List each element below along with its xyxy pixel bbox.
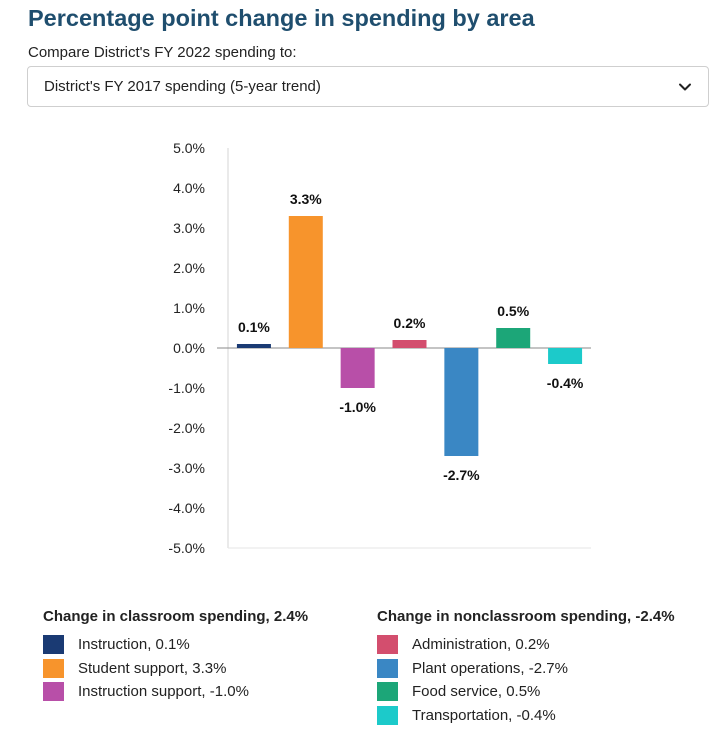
- y-tick-label: -1.0%: [168, 380, 205, 396]
- legend-classroom-heading: Change in classroom spending, 2.4%: [43, 608, 309, 625]
- y-tick-label: 3.0%: [173, 220, 205, 236]
- legend-swatch: [377, 705, 398, 725]
- bar-chart: 5.0% 4.0% 3.0% 2.0% 1.0% 0.0% -1.0% -2.0% -3.0% -…: [168, 140, 591, 556]
- bar-administration: [392, 340, 427, 348]
- y-tick-label: -4.0%: [168, 500, 205, 516]
- legend-item-label: Instruction support, -1.0%: [78, 683, 249, 701]
- legend-swatch: [43, 635, 64, 655]
- legend-classroom: Change in classroom spending, 2.4% Instr…: [43, 608, 308, 704]
- legend-item: Administration, 0.2%: [377, 633, 675, 657]
- legend-item-label: Administration, 0.2%: [412, 636, 550, 654]
- comparison-select[interactable]: District's FY 2017 spending (5-year tren…: [27, 66, 709, 107]
- data-label: 0.1%: [238, 319, 270, 335]
- legend-item-label: Food service, 0.5%: [412, 683, 541, 701]
- y-tick-label: 4.0%: [173, 180, 205, 196]
- chevron-down-icon: [679, 83, 691, 91]
- compare-label: Compare District's FY 2022 spending to:: [28, 44, 297, 61]
- data-label: 3.3%: [290, 191, 322, 207]
- data-label: -1.0%: [339, 399, 376, 415]
- legend-item-label: Transportation, -0.4%: [412, 706, 556, 724]
- data-label: -2.7%: [443, 467, 480, 483]
- data-label: -0.4%: [547, 375, 584, 391]
- legend-item-label: Student support, 3.3%: [78, 659, 227, 677]
- page-title: Percentage point change in spending by a…: [28, 5, 535, 31]
- comparison-select-value: District's FY 2017 spending (5-year tren…: [44, 78, 321, 95]
- bar-instruction: [236, 344, 271, 348]
- legend-swatch: [377, 658, 398, 678]
- data-label: 0.5%: [497, 303, 529, 319]
- bar-transportation: [548, 348, 583, 364]
- bar-plant-operations: [444, 348, 479, 456]
- legend-swatch: [377, 635, 398, 655]
- legend-item: Plant operations, -2.7%: [377, 657, 675, 681]
- y-tick-label: 0.0%: [173, 340, 205, 356]
- legend-swatch: [377, 682, 398, 702]
- bar-food-service: [496, 328, 531, 348]
- legend-swatch: [43, 658, 64, 678]
- legend-nonclassroom-heading: Change in nonclassroom spending, -2.4%: [377, 608, 675, 625]
- legend-item-label: Instruction, 0.1%: [78, 636, 190, 654]
- legend-item-label: Plant operations, -2.7%: [412, 659, 568, 677]
- bar-instruction-support: [340, 348, 375, 388]
- bar-student-support: [288, 216, 323, 348]
- y-tick-label: -3.0%: [168, 460, 205, 476]
- y-tick-label: 1.0%: [173, 300, 205, 316]
- legend-item: Instruction support, -1.0%: [43, 680, 308, 704]
- legend-item: Transportation, -0.4%: [377, 704, 675, 728]
- y-tick-label: 2.0%: [173, 260, 205, 276]
- legend-swatch: [43, 682, 64, 702]
- legend-item: Food service, 0.5%: [377, 680, 675, 704]
- y-tick-label: -5.0%: [168, 540, 205, 556]
- y-tick-label: -2.0%: [168, 420, 205, 436]
- y-tick-label: 5.0%: [173, 140, 205, 156]
- legend-item: Student support, 3.3%: [43, 657, 308, 681]
- data-label: 0.2%: [394, 315, 426, 331]
- legend-item: Instruction, 0.1%: [43, 633, 308, 657]
- legend-nonclassroom: Change in nonclassroom spending, -2.4% A…: [377, 608, 675, 727]
